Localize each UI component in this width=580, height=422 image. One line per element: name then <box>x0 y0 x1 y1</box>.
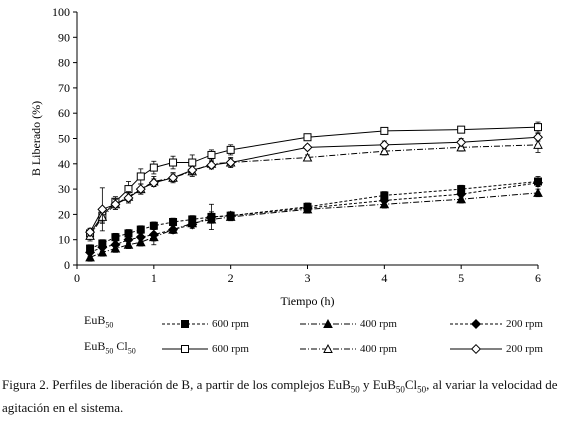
series-3-point-7 <box>188 158 197 167</box>
series-2-point-10 <box>302 203 313 214</box>
series-5-point-5 <box>148 177 159 188</box>
series-5-point-11 <box>379 139 390 150</box>
x-tick-label-1: 1 <box>151 271 157 285</box>
series-3-point-9 <box>226 145 235 154</box>
series-5-point-4 <box>135 184 146 195</box>
series-5-point-13 <box>532 132 544 143</box>
series-5-point-9 <box>225 157 236 168</box>
x-tick-label-3: 3 <box>305 271 311 285</box>
y-tick-label-8: 80 <box>58 56 70 70</box>
series-4-point-10 <box>302 152 313 162</box>
series-3-point-10 <box>303 133 312 142</box>
series-2-point-8 <box>206 211 217 222</box>
legend-label-eub50-400: 400 rpm <box>360 318 397 330</box>
legend-marker-2 <box>470 318 482 330</box>
series-1-point-13 <box>533 187 543 197</box>
x-tick-label-4: 4 <box>381 271 387 285</box>
series-5-point-3 <box>123 192 134 203</box>
series-3-point-12 <box>457 125 466 134</box>
series-3-point-6 <box>169 158 178 167</box>
legend-marker-1 <box>323 318 333 328</box>
figure-caption: Figura 2. Perfiles de liberación de B, a… <box>2 377 558 415</box>
x-axis-label: Tiempo (h) <box>281 294 335 308</box>
series-3-point-8 <box>207 150 216 159</box>
x-tick-label-6: 6 <box>535 271 541 285</box>
series-5-point-7 <box>187 165 198 176</box>
legend-label-eub50-600: 600 rpm <box>212 318 249 330</box>
legend-marker-0 <box>181 320 189 328</box>
legend-group2-label: EuB50 Cl50 <box>84 339 136 356</box>
series-2-point-9 <box>225 210 236 221</box>
series-2-line <box>89 182 539 253</box>
y-tick-label-6: 60 <box>58 106 70 120</box>
series-2-point-1 <box>97 242 108 253</box>
series-5-point-2 <box>110 199 121 210</box>
x-tick-label-2: 2 <box>228 271 234 285</box>
legend-label-eub50-200: 200 rpm <box>506 318 543 330</box>
series-4-point-11 <box>379 146 390 156</box>
series-4-line <box>89 144 539 237</box>
legend-group1-label: EuB50 <box>84 313 114 330</box>
series-0-point-4 <box>136 225 145 234</box>
legend-marker-3 <box>181 345 189 353</box>
y-tick-label-9: 90 <box>58 30 70 44</box>
series-2-point-12 <box>456 189 467 200</box>
y-tick-label-2: 20 <box>58 207 70 221</box>
y-tick-label-1: 10 <box>58 233 70 247</box>
legend-label-eub50cl50-400: 400 rpm <box>360 343 397 355</box>
series-3-point-11 <box>380 126 389 135</box>
y-tick-label-10: 100 <box>52 5 70 19</box>
series-0-point-6 <box>169 217 178 226</box>
series-2-point-11 <box>379 195 390 206</box>
series-5-point-12 <box>456 137 467 148</box>
series-2-point-4 <box>135 232 146 243</box>
series-5-point-10 <box>302 142 313 153</box>
series-5-point-1 <box>97 204 108 215</box>
series-4-point-13 <box>533 139 543 149</box>
y-tick-label-7: 70 <box>58 81 70 95</box>
series-1-line <box>89 192 539 258</box>
series-2-point-3 <box>123 234 134 245</box>
legend-marker-4 <box>323 343 333 353</box>
legend-marker-5 <box>470 343 482 355</box>
series-2-point-7 <box>187 219 198 230</box>
series-3-point-13 <box>534 123 542 132</box>
series-5-point-8 <box>206 160 217 171</box>
series-2-point-6 <box>168 224 179 235</box>
x-tick-label-5: 5 <box>458 271 464 285</box>
series-2-point-5 <box>148 229 159 240</box>
y-tick-label-0: 0 <box>64 258 70 272</box>
series-5-point-0 <box>85 227 96 238</box>
series-2-point-13 <box>532 177 544 188</box>
x-tick-label-0: 0 <box>74 271 80 285</box>
y-axis-label: B Liberado (%) <box>29 101 43 176</box>
series-0-line <box>89 181 539 250</box>
chart: 0 10 20 30 40 50 60 70 80 90 100 0 1 2 3 4 5 6 Tiempo (h) B… <box>29 5 544 355</box>
series-5-point-6 <box>168 172 179 183</box>
series-2-point-2 <box>110 239 121 250</box>
series-3-point-4 <box>136 172 145 181</box>
series-0-point-2 <box>111 233 120 242</box>
series-3-line <box>89 126 539 234</box>
series-2-point-0 <box>85 247 96 258</box>
legend-label-eub50cl50-600: 600 rpm <box>212 343 249 355</box>
y-tick-label-3: 30 <box>58 182 70 196</box>
legend-label-eub50cl50-200: 200 rpm <box>506 343 543 355</box>
series-3-point-5 <box>149 163 158 172</box>
y-tick-label-5: 50 <box>58 132 70 146</box>
y-tick-label-4: 40 <box>58 157 70 171</box>
